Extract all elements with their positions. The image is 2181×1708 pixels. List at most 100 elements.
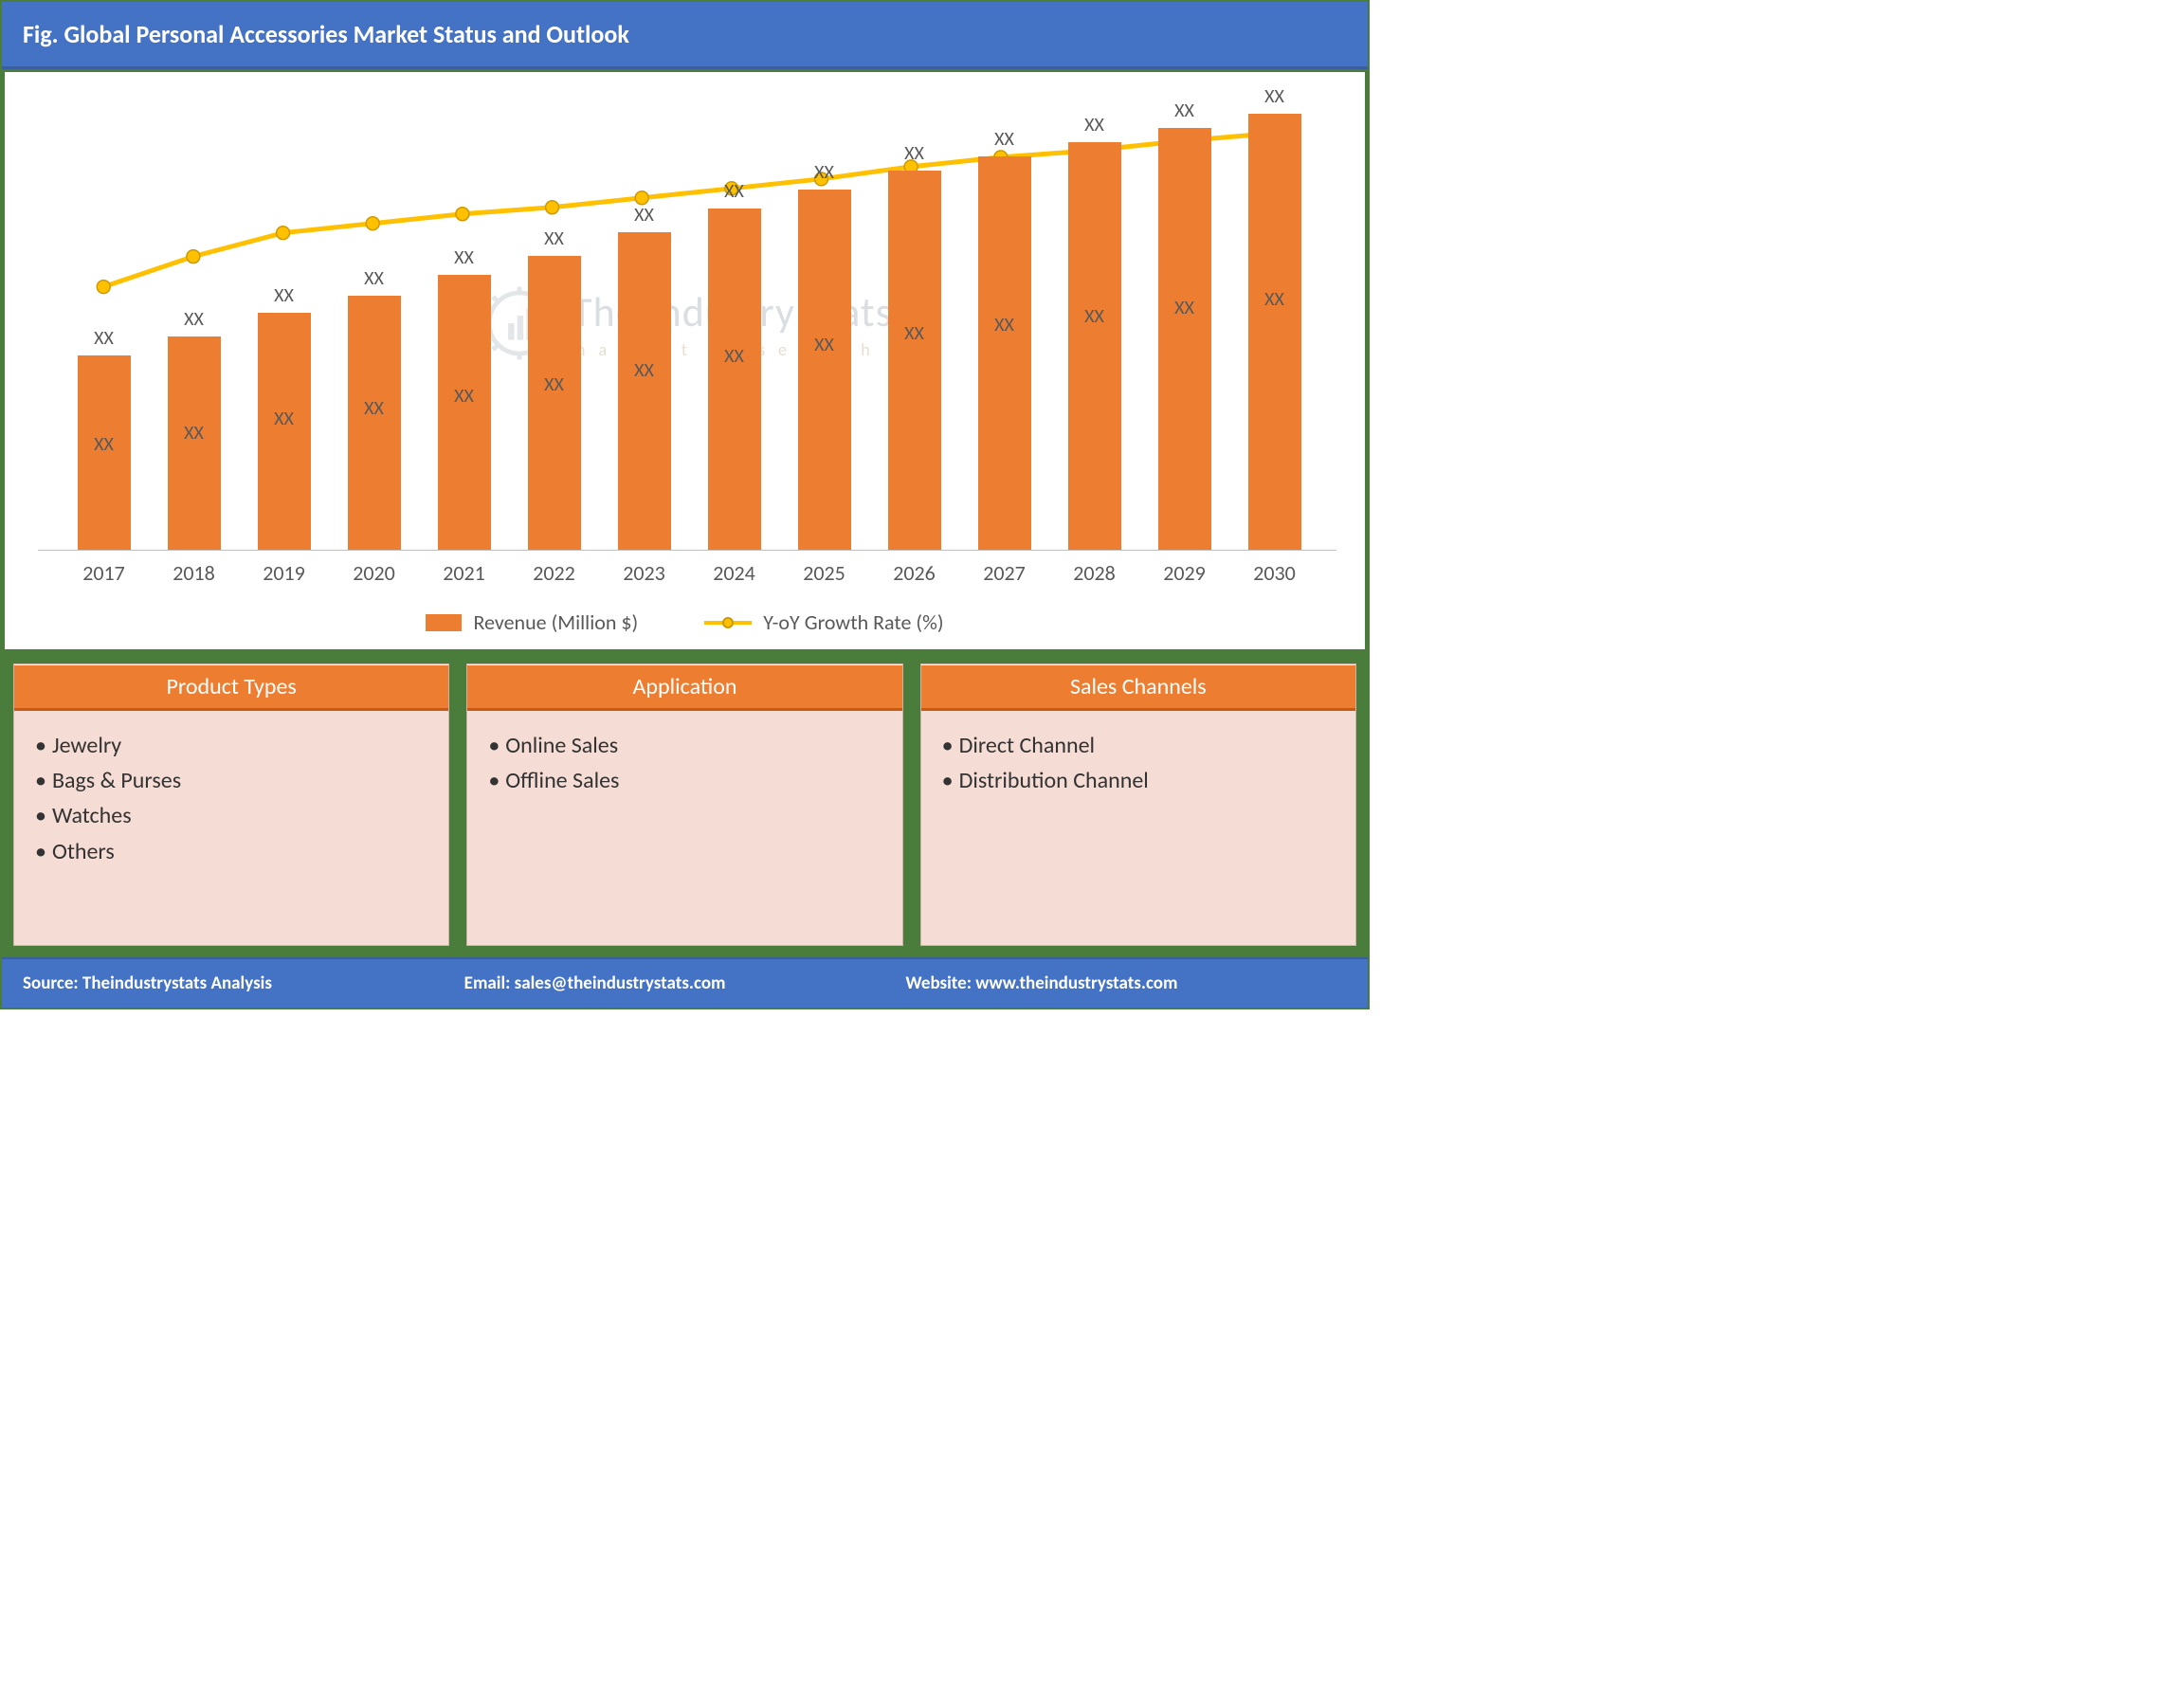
- plot-region: The Industry Stats market research XXXXX…: [38, 96, 1336, 551]
- growth-line: [38, 96, 1336, 550]
- revenue-bar: XXXX: [888, 171, 941, 550]
- bar-mid-label: XX: [438, 385, 491, 408]
- bar-top-label: XX: [1158, 100, 1211, 122]
- panel-item: Bags & Purses: [35, 763, 427, 798]
- revenue-bar: XXXX: [1158, 128, 1211, 550]
- panel-item: Direct Channel: [942, 728, 1335, 763]
- panel-item: Distribution Channel: [942, 763, 1335, 798]
- bar-mid-label: XX: [528, 373, 581, 396]
- x-tick-label: 2028: [1049, 560, 1139, 586]
- bar-group: XXXX: [348, 296, 401, 550]
- x-tick-label: 2024: [689, 560, 779, 586]
- revenue-bar: XXXX: [798, 190, 851, 550]
- x-tick-label: 2018: [149, 560, 239, 586]
- bar-group: XXXX: [168, 336, 221, 550]
- bar-mid-label: XX: [798, 334, 851, 356]
- bar-top-label: XX: [798, 161, 851, 184]
- bar-group: XXXX: [1248, 114, 1301, 550]
- panel-item: Others: [35, 834, 427, 869]
- chart-area: The Industry Stats market research XXXXX…: [5, 72, 1365, 649]
- x-tick-label: 2020: [329, 560, 419, 586]
- panel-item: Watches: [35, 798, 427, 833]
- chart-legend: Revenue (Million $) Y-oY Growth Rate (%): [33, 609, 1336, 635]
- bar-top-label: XX: [168, 308, 221, 331]
- bar-top-label: XX: [348, 267, 401, 290]
- legend-marker-icon: [722, 617, 734, 628]
- panel-body: JewelryBags & PursesWatchesOthers: [14, 711, 448, 945]
- bar-group: XXXX: [888, 171, 941, 550]
- bar-mid-label: XX: [1068, 305, 1121, 328]
- bar-top-label: XX: [78, 327, 131, 350]
- bar-top-label: XX: [888, 142, 941, 165]
- revenue-bar: XXXX: [528, 256, 581, 550]
- bar-group: XXXX: [708, 209, 761, 550]
- bar-mid-label: XX: [1158, 297, 1211, 319]
- revenue-bar: XXXX: [168, 336, 221, 550]
- bar-mid-label: XX: [618, 359, 671, 382]
- revenue-bar: XXXX: [978, 156, 1031, 550]
- category-panel: Product TypesJewelryBags & PursesWatches…: [13, 663, 449, 946]
- bar-group: XXXX: [258, 313, 311, 550]
- panel-item: Jewelry: [35, 728, 427, 763]
- revenue-bar: XXXX: [1248, 114, 1301, 550]
- bar-mid-label: XX: [978, 314, 1031, 336]
- bar-mid-label: XX: [78, 433, 131, 456]
- revenue-bar: XXXX: [1068, 142, 1121, 550]
- footer-source: Source: Theindustrystats Analysis: [23, 972, 464, 994]
- panel-item: Online Sales: [488, 728, 881, 763]
- x-tick-label: 2026: [869, 560, 959, 586]
- revenue-bar: XXXX: [348, 296, 401, 550]
- legend-revenue: Revenue (Million $): [426, 609, 638, 635]
- category-panel: ApplicationOnline SalesOffline Sales: [466, 663, 902, 946]
- revenue-bar: XXXX: [78, 355, 131, 550]
- bar-group: XXXX: [1068, 142, 1121, 550]
- bar-top-label: XX: [528, 227, 581, 250]
- x-tick-label: 2021: [419, 560, 509, 586]
- x-tick-label: 2029: [1139, 560, 1229, 586]
- footer-website: Website: www.theindustrystats.com: [905, 972, 1347, 994]
- bar-group: XXXX: [978, 156, 1031, 550]
- figure-title: Fig. Global Personal Accessories Market …: [23, 19, 629, 49]
- x-tick-label: 2027: [959, 560, 1049, 586]
- bar-top-label: XX: [438, 246, 491, 269]
- bar-group: XXXX: [78, 355, 131, 550]
- bar-top-label: XX: [1068, 114, 1121, 136]
- bar-mid-label: XX: [888, 322, 941, 345]
- panel-title: Product Types: [14, 664, 448, 711]
- category-panel: Sales ChannelsDirect ChannelDistribution…: [920, 663, 1356, 946]
- bar-mid-label: XX: [348, 397, 401, 420]
- bar-group: XXXX: [1158, 128, 1211, 550]
- x-tick-label: 2019: [239, 560, 329, 586]
- revenue-bar: XXXX: [618, 232, 671, 550]
- report-figure: Fig. Global Personal Accessories Market …: [0, 0, 1370, 1009]
- bar-top-label: XX: [978, 128, 1031, 151]
- revenue-bar: XXXX: [258, 313, 311, 550]
- legend-bar-label: Revenue (Million $): [473, 609, 638, 635]
- x-tick-label: 2022: [509, 560, 599, 586]
- legend-line-label: Y-oY Growth Rate (%): [763, 609, 943, 635]
- x-tick-label: 2025: [779, 560, 869, 586]
- bar-top-label: XX: [1248, 85, 1301, 108]
- bar-group: XXXX: [438, 275, 491, 550]
- bar-group: XXXX: [528, 256, 581, 550]
- panel-title: Sales Channels: [921, 664, 1355, 711]
- bar-top-label: XX: [258, 284, 311, 307]
- bar-top-label: XX: [618, 204, 671, 227]
- figure-title-bar: Fig. Global Personal Accessories Market …: [2, 2, 1368, 69]
- legend-line-swatch: [704, 621, 752, 625]
- bar-mid-label: XX: [258, 408, 311, 430]
- legend-growth: Y-oY Growth Rate (%): [704, 609, 943, 635]
- bar-group: XXXX: [798, 190, 851, 550]
- revenue-bar: XXXX: [708, 209, 761, 550]
- bar-mid-label: XX: [1248, 288, 1301, 311]
- x-tick-label: 2017: [59, 560, 149, 586]
- x-tick-label: 2023: [599, 560, 689, 586]
- x-axis: 2017201820192020202120222023202420252026…: [38, 560, 1336, 586]
- bar-mid-label: XX: [168, 422, 221, 445]
- footer-bar: Source: Theindustrystats Analysis Email:…: [2, 957, 1368, 1008]
- panel-body: Direct ChannelDistribution Channel: [921, 711, 1355, 874]
- bar-group: XXXX: [618, 232, 671, 550]
- x-tick-label: 2030: [1229, 560, 1319, 586]
- bar-top-label: XX: [708, 180, 761, 203]
- bar-mid-label: XX: [708, 345, 761, 368]
